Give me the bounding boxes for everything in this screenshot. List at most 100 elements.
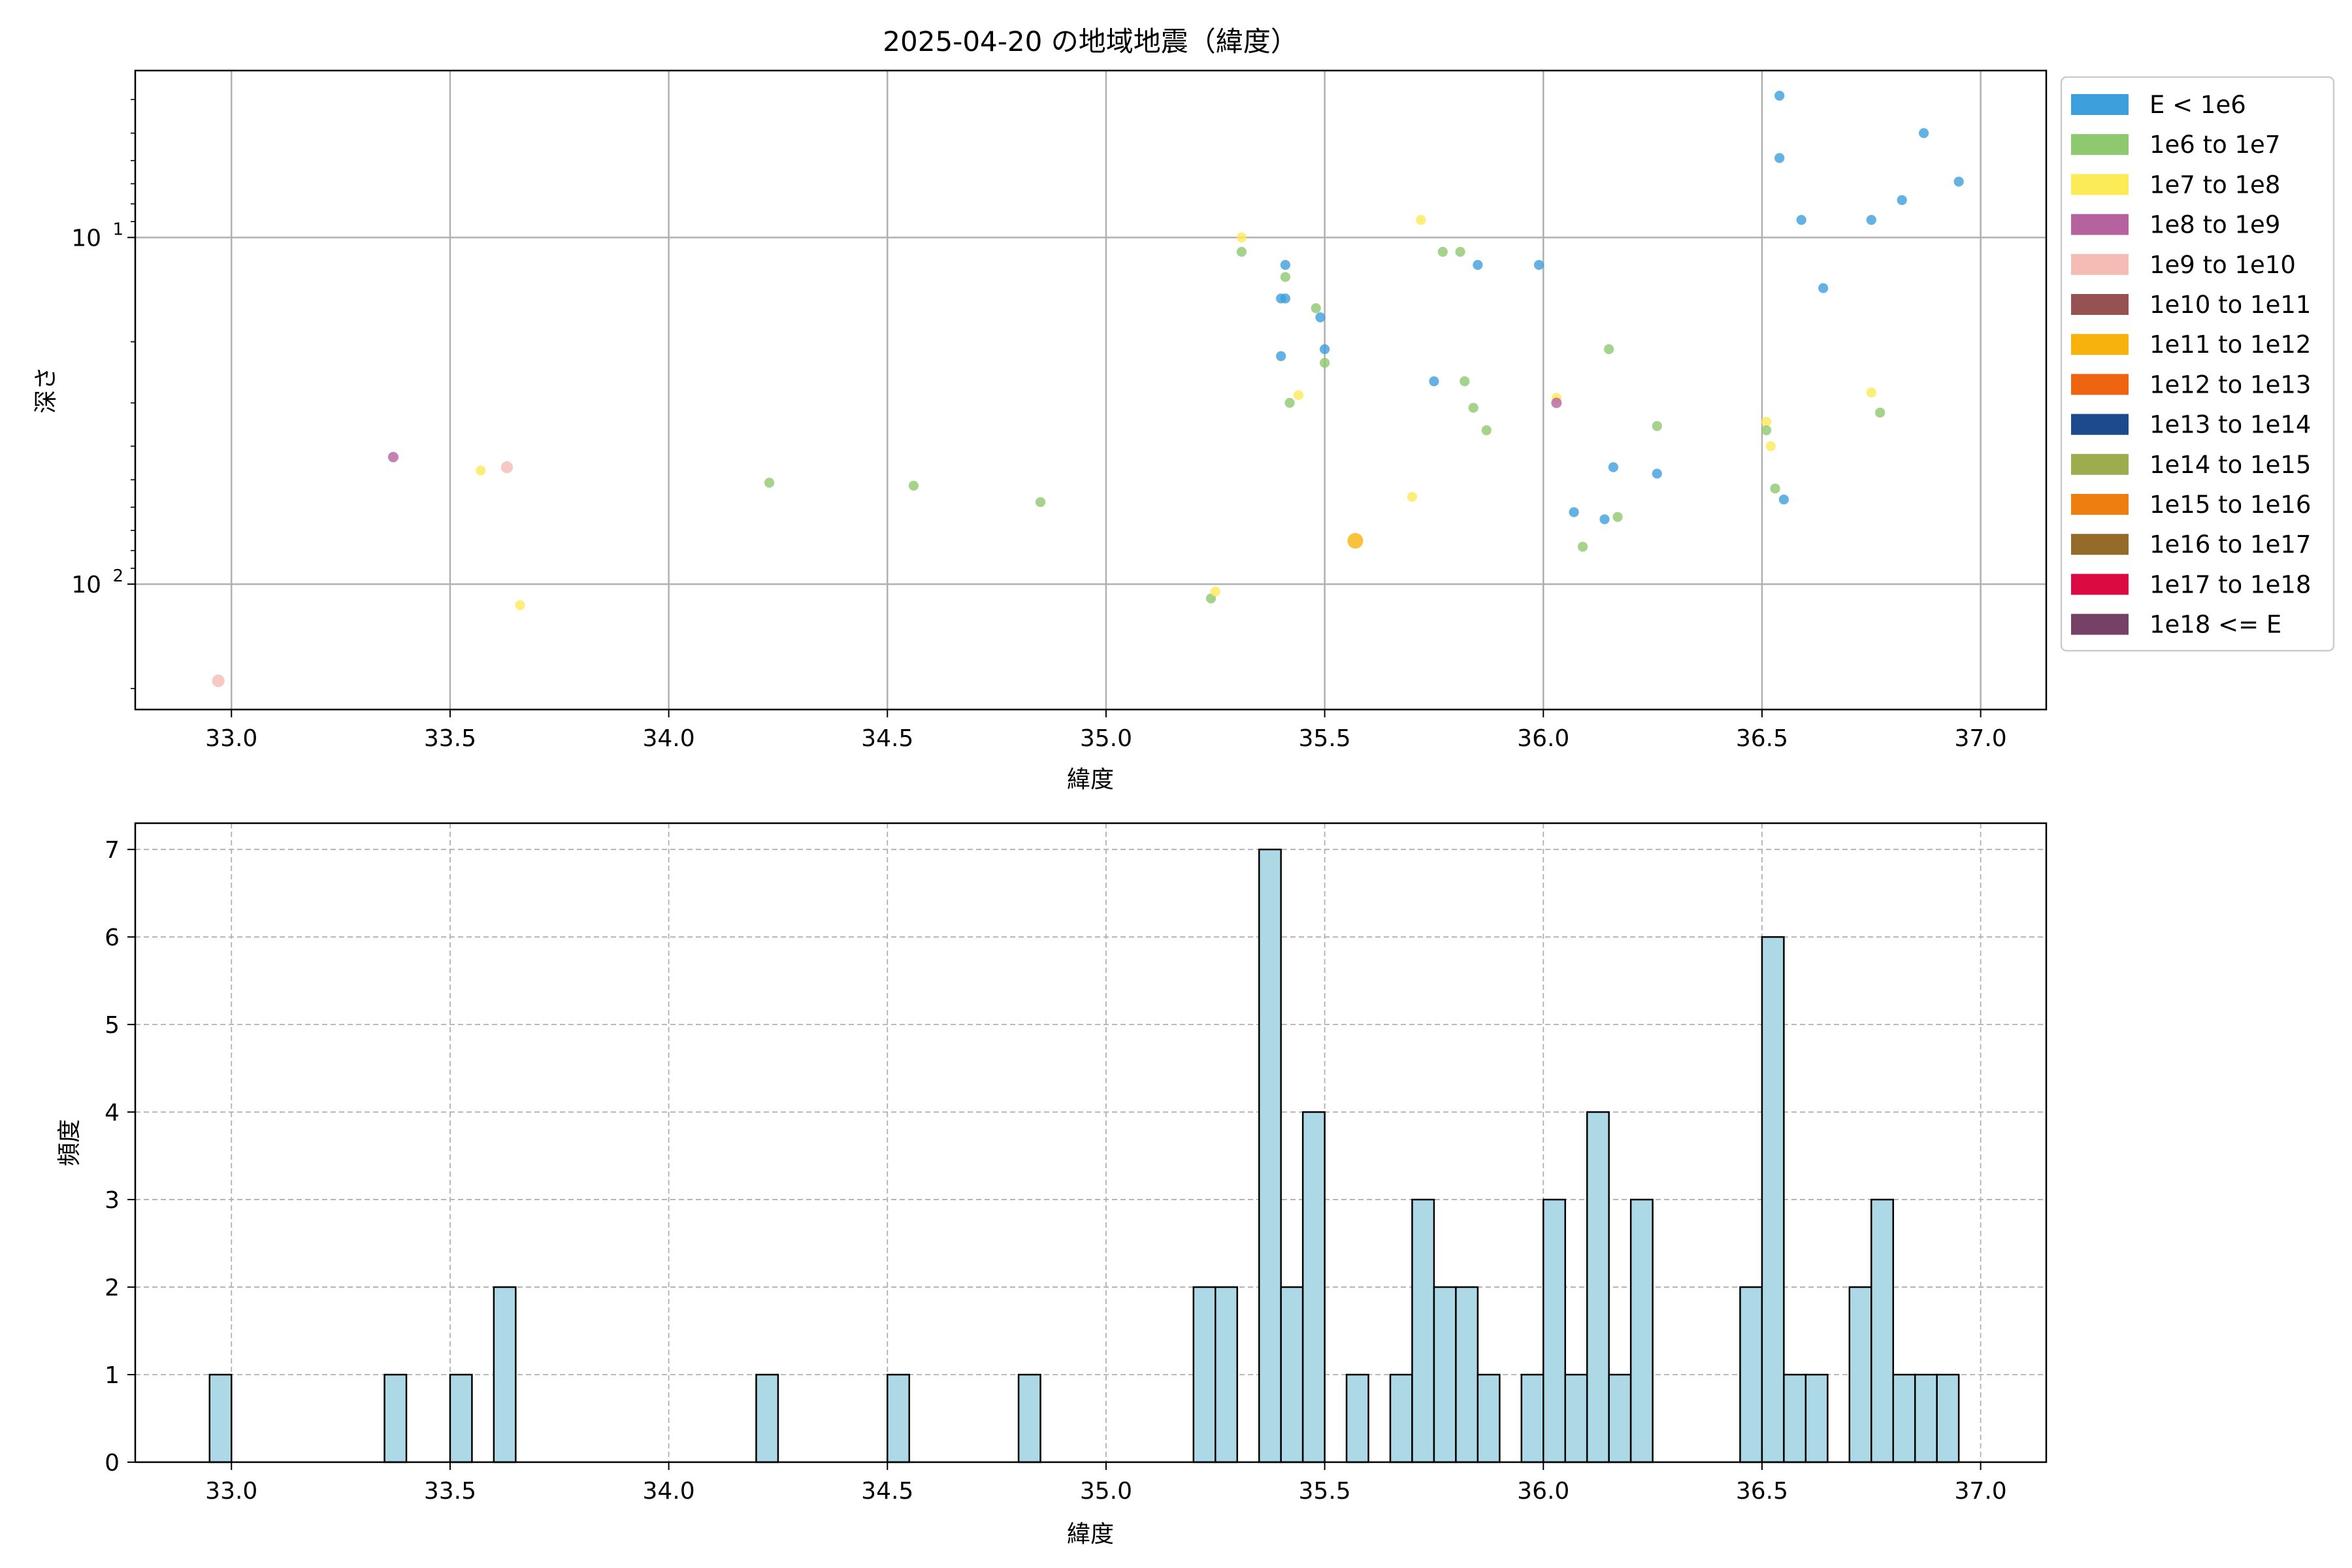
scatter-point <box>1280 272 1290 282</box>
histogram-y-tick-label: 7 <box>105 837 120 864</box>
scatter-point <box>1652 421 1662 431</box>
scatter-x-label: 緯度 <box>1067 766 1114 793</box>
scatter-points <box>212 90 1964 687</box>
histogram-bar <box>1477 1373 1501 1463</box>
scatter-point <box>1774 153 1785 163</box>
scatter-x-tick-label: 34.0 <box>643 725 695 752</box>
legend: E < 1e6 1e6 to 1e7 1e7 to 1e8 1e8 to 1e9 1e9… <box>2060 76 2335 652</box>
scatter-point <box>1778 494 1789 505</box>
legend-swatch <box>2071 253 2129 275</box>
scatter-x-tick-label: 37.0 <box>1955 725 2007 752</box>
histogram-axes-frame <box>134 822 2048 1463</box>
histogram-bar <box>1848 1286 1872 1463</box>
scatter-point <box>1280 259 1290 270</box>
histogram-panel: 33.0 33.5 34.0 34.5 35.0 35.5 36.0 36.5 37.0 0 1 2… <box>56 822 2048 1548</box>
scatter-point <box>1796 215 1806 225</box>
legend-label: 1e18 <= E <box>2149 611 2281 639</box>
histogram-y-tick-label: 6 <box>105 924 120 951</box>
histogram-bar <box>1564 1373 1588 1463</box>
scatter-x-tick-label: 33.0 <box>205 725 257 752</box>
scatter-point <box>1569 507 1579 517</box>
legend-label: 1e7 to 1e8 <box>2149 171 2280 199</box>
scatter-point <box>1761 416 1772 427</box>
scatter-point <box>1551 397 1562 408</box>
legend-swatch <box>2071 134 2129 155</box>
scatter-grid <box>135 71 2046 710</box>
scatter-point <box>1774 90 1785 101</box>
scatter-point <box>1035 497 1046 508</box>
histogram-bar <box>449 1373 473 1463</box>
histogram-bar <box>887 1373 910 1463</box>
histogram-bar <box>1455 1286 1479 1463</box>
histogram-bar <box>1543 1198 1566 1463</box>
scatter-point <box>1460 376 1470 387</box>
legend-swatch <box>2071 453 2129 475</box>
legend-swatch <box>2071 374 2129 395</box>
histogram-bar <box>1017 1373 1041 1463</box>
legend-swatch <box>2071 294 2129 315</box>
legend-label: 1e8 to 1e9 <box>2149 211 2280 239</box>
scatter-x-tick-label: 36.0 <box>1517 725 1569 752</box>
histogram-y-tick-label: 3 <box>105 1187 120 1214</box>
histogram-x-tick-label: 33.5 <box>424 1478 476 1505</box>
scatter-point <box>1455 246 1465 257</box>
scatter-axes-frame <box>134 69 2048 711</box>
histogram-y-tick-label: 5 <box>105 1012 120 1039</box>
histogram-x-tick-label: 34.5 <box>861 1478 913 1505</box>
histogram-x-tick-label: 37.0 <box>1955 1478 2007 1505</box>
histogram-y-tick-label: 2 <box>105 1275 120 1301</box>
scatter-y-tick-exp: 2 <box>112 566 123 586</box>
legend-label: 1e6 to 1e7 <box>2149 131 2280 159</box>
histogram-bar <box>208 1373 233 1463</box>
scatter-point <box>1652 468 1662 479</box>
legend-swatch <box>2071 414 2129 435</box>
histogram-bar <box>1870 1198 1894 1463</box>
histogram-bar <box>384 1373 408 1463</box>
scatter-point <box>1347 532 1364 549</box>
scatter-x-tick-label: 35.0 <box>1080 725 1132 752</box>
histogram-x-tick-label: 35.0 <box>1080 1478 1132 1505</box>
legend-label: 1e14 to 1e15 <box>2149 451 2311 479</box>
scatter-y-tick-label: 10 1 <box>71 220 123 252</box>
legend-swatch <box>2071 174 2129 195</box>
histogram-bar <box>1520 1373 1544 1463</box>
scatter-point <box>1770 483 1780 494</box>
histogram-bar <box>1411 1198 1435 1463</box>
scatter-point <box>1765 441 1776 451</box>
histogram-bar <box>1783 1373 1807 1463</box>
legend-label: 1e13 to 1e14 <box>2149 411 2311 439</box>
scatter-point <box>1761 425 1772 436</box>
scatter-point <box>1533 259 1544 270</box>
legend-label: E < 1e6 <box>2149 91 2246 119</box>
histogram-x-tick-label: 36.0 <box>1517 1478 1569 1505</box>
scatter-point <box>212 674 225 687</box>
scatter-point <box>1866 387 1876 398</box>
legend-label: 1e9 to 1e10 <box>2149 251 2296 279</box>
histogram-bar <box>1586 1111 1610 1463</box>
scatter-point <box>1866 215 1876 225</box>
scatter-point <box>1407 491 1418 502</box>
scatter-point <box>1315 312 1326 323</box>
scatter-point <box>1319 344 1330 355</box>
histogram-bar <box>1258 848 1282 1463</box>
histogram-y-tick-label: 4 <box>105 1100 120 1126</box>
scatter-point <box>1210 586 1220 596</box>
histogram-bar <box>1389 1373 1413 1463</box>
histogram-bars <box>208 848 1960 1463</box>
histogram-x-ticks: 33.0 33.5 34.0 34.5 35.0 35.5 36.0 36.5 37.0 <box>205 1462 2007 1505</box>
scatter-point <box>1612 512 1623 522</box>
scatter-x-tick-label: 33.5 <box>424 725 476 752</box>
scatter-point <box>1319 357 1330 368</box>
scatter-point <box>1429 376 1439 387</box>
histogram-bar <box>1629 1198 1654 1463</box>
scatter-point <box>515 600 525 610</box>
histogram-x-label: 緯度 <box>1067 1521 1114 1548</box>
legend-swatch <box>2071 574 2129 595</box>
scatter-y-tick-base: 10 <box>71 572 101 598</box>
scatter-point <box>1897 195 1907 205</box>
legend-swatch <box>2071 334 2129 355</box>
histogram-y-label: 頻度 <box>56 1119 83 1166</box>
legend-swatch <box>2071 613 2129 635</box>
